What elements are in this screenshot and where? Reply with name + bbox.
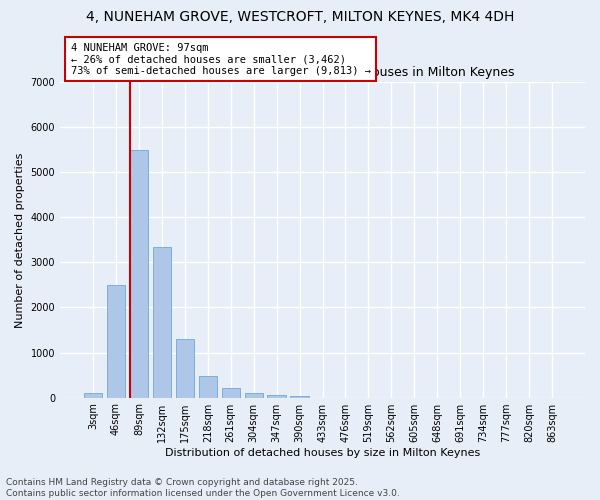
Bar (199, 376, 217, 398)
Bar (153, 246, 171, 398)
Y-axis label: Number of detached properties: Number of detached properties (15, 152, 25, 328)
Bar (176, 339, 194, 398)
Bar (130, 150, 148, 398)
Bar (268, 395, 286, 398)
Text: Contains HM Land Registry data © Crown copyright and database right 2025.
Contai: Contains HM Land Registry data © Crown c… (6, 478, 400, 498)
Bar (290, 396, 309, 398)
Title: Size of property relative to detached houses in Milton Keynes: Size of property relative to detached ho… (130, 66, 515, 80)
Text: 4, NUNEHAM GROVE, WESTCROFT, MILTON KEYNES, MK4 4DH: 4, NUNEHAM GROVE, WESTCROFT, MILTON KEYN… (86, 10, 514, 24)
Text: 4 NUNEHAM GROVE: 97sqm
← 26% of detached houses are smaller (3,462)
73% of semi-: 4 NUNEHAM GROVE: 97sqm ← 26% of detached… (71, 42, 371, 76)
Bar (221, 388, 240, 398)
X-axis label: Distribution of detached houses by size in Milton Keynes: Distribution of detached houses by size … (165, 448, 480, 458)
Bar (84, 393, 102, 398)
Bar (245, 393, 263, 398)
Bar (107, 285, 125, 398)
